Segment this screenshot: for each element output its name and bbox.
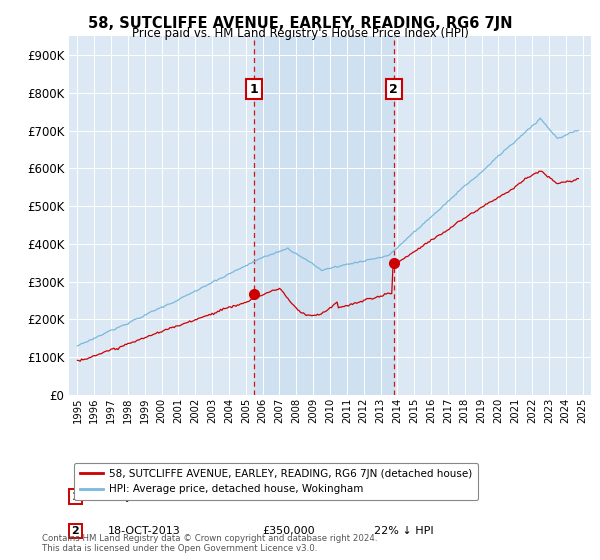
Text: 58, SUTCLIFFE AVENUE, EARLEY, READING, RG6 7JN: 58, SUTCLIFFE AVENUE, EARLEY, READING, R… xyxy=(88,16,512,31)
Text: £268,000: £268,000 xyxy=(262,492,315,502)
Text: 24% ↓ HPI: 24% ↓ HPI xyxy=(374,492,434,502)
Text: 2: 2 xyxy=(71,526,79,536)
Text: £350,000: £350,000 xyxy=(262,526,315,536)
Text: Contains HM Land Registry data © Crown copyright and database right 2024.
This d: Contains HM Land Registry data © Crown c… xyxy=(42,534,377,553)
Text: 18-OCT-2013: 18-OCT-2013 xyxy=(108,526,181,536)
Legend: 58, SUTCLIFFE AVENUE, EARLEY, READING, RG6 7JN (detached house), HPI: Average pr: 58, SUTCLIFFE AVENUE, EARLEY, READING, R… xyxy=(74,463,478,501)
Text: 1: 1 xyxy=(71,492,79,502)
Text: 2: 2 xyxy=(389,83,398,96)
Text: 22% ↓ HPI: 22% ↓ HPI xyxy=(374,526,434,536)
Text: 1: 1 xyxy=(250,83,259,96)
Bar xyxy=(254,36,394,395)
Text: 01-JUL-2005: 01-JUL-2005 xyxy=(108,492,176,502)
Text: Price paid vs. HM Land Registry's House Price Index (HPI): Price paid vs. HM Land Registry's House … xyxy=(131,27,469,40)
